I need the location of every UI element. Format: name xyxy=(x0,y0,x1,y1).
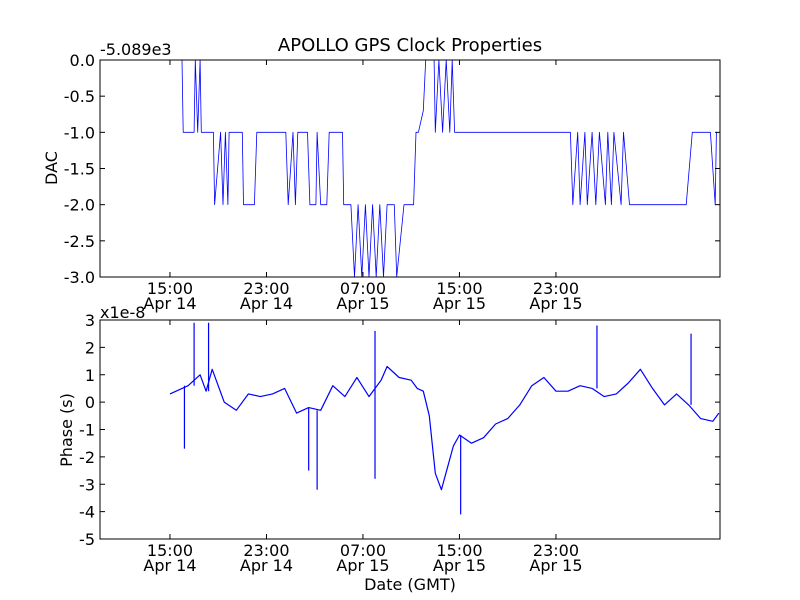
top-ytick-label: -2.0 xyxy=(64,196,95,215)
bottom-xtick-date-label: Apr 15 xyxy=(529,556,582,575)
bottom-series-line xyxy=(169,365,720,491)
top-series-line xyxy=(170,60,717,277)
top-xtick-time-label: 23:00 xyxy=(533,279,579,298)
bottom-xtick-time-label: 07:00 xyxy=(340,541,386,560)
bottom-ytick-label: -1 xyxy=(79,421,95,440)
bottom-xlabel: Date (GMT) xyxy=(364,575,456,594)
top-ytick-label: -1.0 xyxy=(64,123,95,142)
top-ytick-label: -3.0 xyxy=(64,268,95,287)
top-axes-frame xyxy=(99,59,721,278)
top-offset-text: -5.089e3 xyxy=(100,40,172,59)
bottom-offset-text: x1e-8 xyxy=(100,303,145,322)
bottom-xtick-time-label: 15:00 xyxy=(147,541,193,560)
top-xtick-time-label: 15:00 xyxy=(436,279,482,298)
top-ytick-label: -2.5 xyxy=(64,232,95,251)
bottom-xtick-date-label: Apr 15 xyxy=(336,556,389,575)
bottom-ytick-label: -5 xyxy=(79,530,95,549)
top-ylabel: DAC xyxy=(42,151,61,185)
bottom-xtick-date-label: Apr 14 xyxy=(143,556,196,575)
chart-title: APOLLO GPS Clock Properties xyxy=(278,35,542,56)
top-ytick-label: -0.5 xyxy=(64,87,95,106)
bottom-ytick-label: -2 xyxy=(79,448,95,467)
top-xtick-date-label: Apr 15 xyxy=(529,294,582,313)
bottom-ytick-label: 3 xyxy=(85,311,95,330)
top-ytick-label: 0.0 xyxy=(70,51,95,70)
bottom-axes-frame xyxy=(99,319,721,540)
bottom-ylabel: Phase (s) xyxy=(57,393,76,467)
bottom-xtick-time-label: 23:00 xyxy=(533,541,579,560)
top-xtick-time-label: 07:00 xyxy=(340,279,386,298)
top-xtick-time-label: 23:00 xyxy=(243,279,289,298)
bottom-ytick-label: -4 xyxy=(79,503,95,522)
bottom-xtick-date-label: Apr 14 xyxy=(240,556,293,575)
bottom-xtick-time-label: 23:00 xyxy=(243,541,289,560)
top-xtick-time-label: 15:00 xyxy=(147,279,193,298)
top-xtick-date-label: Apr 15 xyxy=(336,294,389,313)
bottom-ytick-label: 0 xyxy=(85,393,95,412)
top-ytick-label: -1.5 xyxy=(64,160,95,179)
bottom-ytick-label: 2 xyxy=(85,338,95,357)
top-xtick-date-label: Apr 14 xyxy=(240,294,293,313)
bottom-xtick-time-label: 15:00 xyxy=(436,541,482,560)
bottom-xtick-date-label: Apr 15 xyxy=(433,556,486,575)
bottom-ytick-label: 1 xyxy=(85,366,95,385)
top-xtick-date-label: Apr 14 xyxy=(143,294,196,313)
bottom-ytick-label: -3 xyxy=(79,475,95,494)
top-xtick-date-label: Apr 15 xyxy=(433,294,486,313)
